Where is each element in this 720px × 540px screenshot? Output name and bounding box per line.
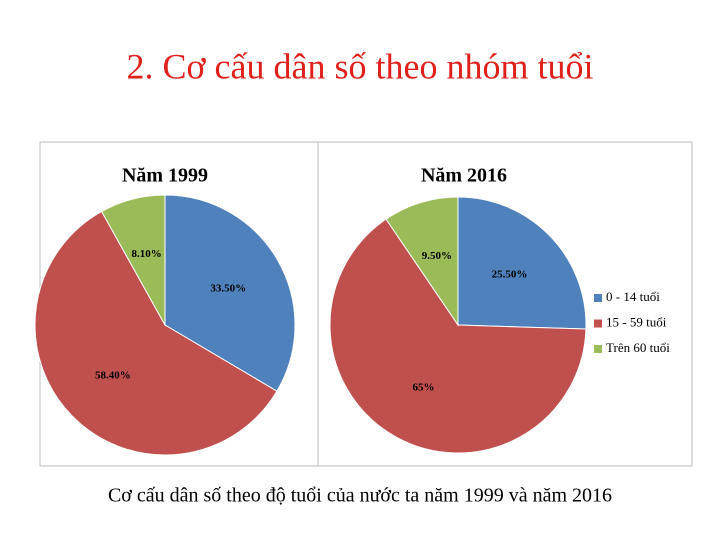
slide-title: 2. Cơ cấu dân số theo nhóm tuổi xyxy=(127,46,594,86)
pie-slice xyxy=(34,210,278,456)
data-label: 33.50% xyxy=(210,282,246,294)
legend-label: Trên 60 tuổi xyxy=(606,340,670,355)
caption: Cơ cấu dân số theo độ tuổi của nước ta n… xyxy=(108,485,612,507)
chart-title: Năm 1999 xyxy=(122,165,208,187)
data-label: 58.40% xyxy=(95,369,131,381)
pie-slice xyxy=(164,194,296,392)
legend-swatch xyxy=(594,294,602,302)
pie-slice xyxy=(457,196,587,330)
pie-slice xyxy=(329,218,587,454)
legend-label: 15 - 59 tuổi xyxy=(606,314,667,329)
data-label: 65% xyxy=(412,381,434,393)
legend-swatch xyxy=(594,345,602,353)
pie-slice xyxy=(100,194,166,327)
legend-swatch xyxy=(594,319,602,328)
data-label: 8.10% xyxy=(132,248,162,260)
legend-label: 0 - 14 tuổi xyxy=(606,289,660,304)
pie-slice xyxy=(385,196,459,327)
data-label: 9.50% xyxy=(422,250,452,262)
chart-title: Năm 2016 xyxy=(421,165,507,187)
data-label: 25.50% xyxy=(492,269,528,281)
